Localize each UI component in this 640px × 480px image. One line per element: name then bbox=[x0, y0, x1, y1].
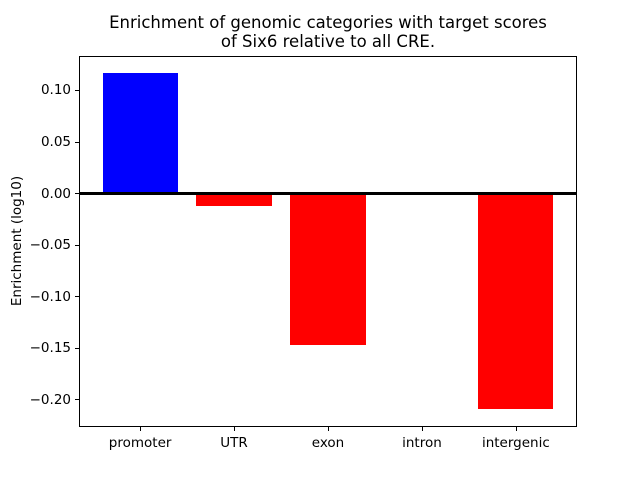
plot-area bbox=[80, 57, 576, 426]
y-tick-label: −0.15 bbox=[29, 340, 71, 357]
x-tick-mark-intergenic bbox=[515, 427, 517, 431]
y-tick-mark bbox=[75, 141, 79, 143]
y-tick-mark bbox=[75, 347, 79, 349]
x-tick-mark-UTR bbox=[234, 427, 236, 431]
x-tick-mark-exon bbox=[328, 427, 329, 431]
y-tick-mark bbox=[75, 399, 79, 401]
y-tick-label: 0.00 bbox=[40, 185, 71, 202]
bar-UTR bbox=[196, 193, 272, 207]
y-tick-label: 0.10 bbox=[40, 82, 71, 99]
x-tick-mark-promoter bbox=[140, 427, 142, 431]
x-tick-label-promoter: promoter bbox=[108, 435, 172, 451]
y-tick-label: −0.05 bbox=[29, 237, 71, 254]
y-tick-mark bbox=[75, 89, 79, 91]
y-tick-mark bbox=[75, 296, 79, 298]
y-tick-mark bbox=[75, 244, 79, 246]
x-tick-label-intron: intron bbox=[402, 435, 442, 451]
zero-line bbox=[80, 191, 576, 195]
x-tick-label-exon: exon bbox=[311, 435, 345, 451]
x-tick-label-UTR: UTR bbox=[220, 435, 248, 451]
bar-promoter bbox=[102, 73, 178, 194]
x-tick-label-intergenic: intergenic bbox=[481, 435, 550, 451]
bar-exon bbox=[290, 193, 366, 345]
y-tick-label: −0.20 bbox=[29, 391, 71, 408]
bar-intergenic bbox=[478, 193, 554, 410]
y-tick-mark bbox=[75, 193, 79, 195]
y-tick-label: 0.05 bbox=[40, 134, 71, 151]
chart-title: Enrichment of genomic categories with ta… bbox=[109, 13, 547, 51]
y-tick-label: −0.10 bbox=[29, 288, 71, 305]
x-tick-mark-intron bbox=[421, 427, 423, 431]
